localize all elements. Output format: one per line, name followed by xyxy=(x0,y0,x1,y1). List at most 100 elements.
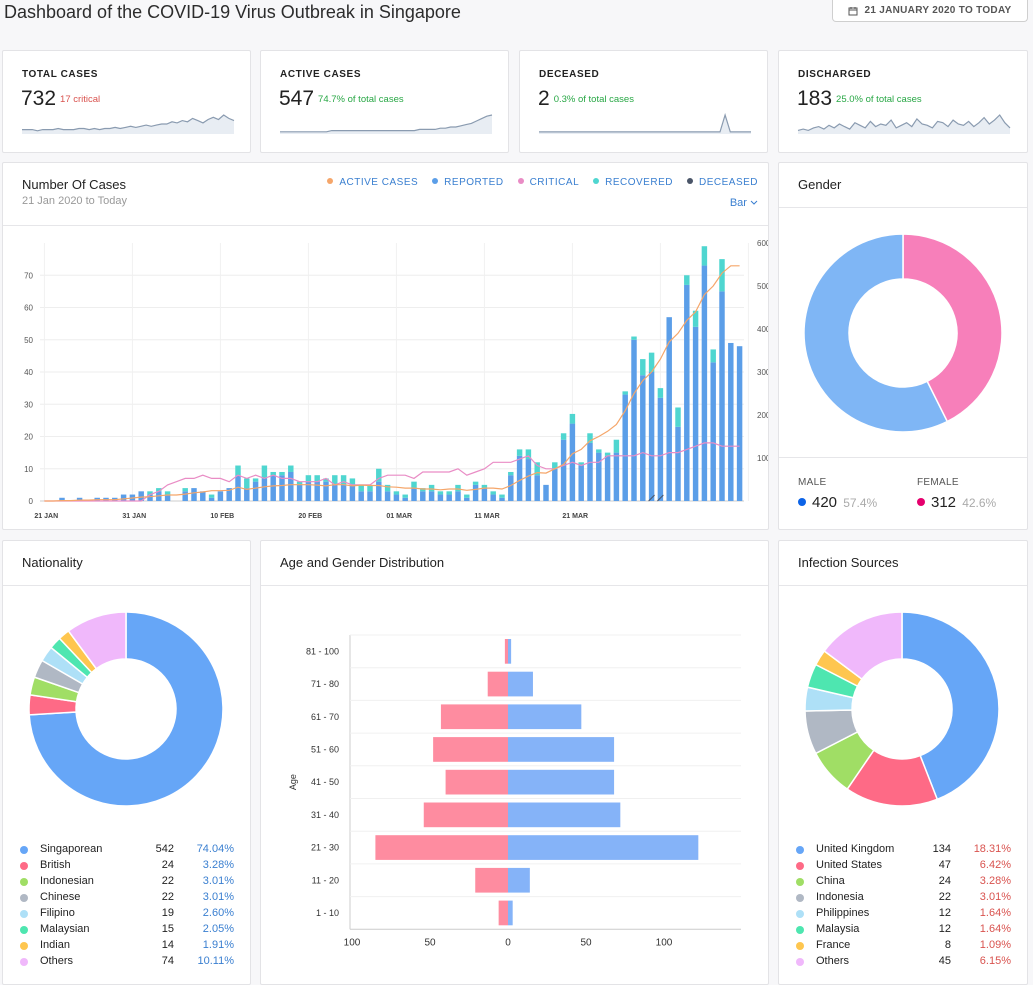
date-range-label: 21 JANUARY 2020 TO TODAY xyxy=(864,5,1012,16)
cases-card: Number Of Cases 21 Jan 2020 to Today ACT… xyxy=(2,162,769,530)
legend-label: Singaporean xyxy=(40,843,103,855)
legend-dot-icon xyxy=(796,862,804,870)
y-tick-label: 11 - 20 xyxy=(312,875,339,885)
female-bar xyxy=(475,867,508,893)
legend-count: 74 xyxy=(161,955,174,967)
reported-bar xyxy=(340,484,347,501)
legend-item[interactable]: REPORTED xyxy=(432,177,503,188)
reported-bar xyxy=(666,317,672,501)
legend-label: CRITICAL xyxy=(529,177,580,188)
legend-label: Indonesian xyxy=(40,875,94,887)
reported-bar xyxy=(701,265,708,501)
legend-count: 15 xyxy=(161,923,174,935)
recovered-bar xyxy=(437,491,444,495)
kpi-label: ACTIVE CASES xyxy=(280,69,362,80)
donut-slice xyxy=(67,611,127,670)
legend-dot-icon xyxy=(20,942,28,950)
male-bar xyxy=(508,835,699,860)
chart-type-dropdown[interactable]: Bar xyxy=(730,197,758,209)
y-tick-label: 20 xyxy=(24,433,33,442)
legend-item[interactable]: ACTIVE CASES xyxy=(327,177,418,188)
legend-dot-icon xyxy=(796,942,804,950)
reported-bar xyxy=(208,497,215,501)
legend-row: Malaysian 15 2.05% xyxy=(3,923,250,939)
recovered-bar xyxy=(340,475,347,485)
recovered-bar xyxy=(244,478,250,489)
y-tick-label: 51 - 60 xyxy=(311,744,339,754)
sparkline-line xyxy=(22,114,235,132)
reported-bar xyxy=(552,468,558,501)
reported-bar xyxy=(270,475,276,501)
reported-bar xyxy=(692,326,699,501)
x-tick-label: 0 xyxy=(505,937,511,948)
recovered-bar xyxy=(657,388,664,398)
y2-tick-label: 100 xyxy=(757,454,768,463)
reported-bar xyxy=(534,475,540,501)
reported-bar xyxy=(587,442,593,501)
reported-bar xyxy=(252,481,259,501)
legend-label: United Kingdom xyxy=(816,843,895,855)
male-bar xyxy=(508,671,533,697)
legend-dot-icon xyxy=(327,178,334,184)
legend-count: 134 xyxy=(932,843,951,855)
reported-bar xyxy=(384,491,391,501)
recovered-bar xyxy=(288,465,294,472)
legend-count: 8 xyxy=(944,939,951,951)
kpi-sparkline xyxy=(280,114,493,134)
recovered-bar xyxy=(296,481,303,485)
x-tick-label: 10 FEB xyxy=(210,513,234,520)
recovered-bar xyxy=(710,349,716,363)
legend-label: RECOVERED xyxy=(605,177,673,188)
recovered-bar xyxy=(516,449,523,456)
recovered-bar xyxy=(235,465,241,476)
legend-dot-icon xyxy=(796,910,804,918)
recovered-bar xyxy=(182,488,188,492)
reported-bar xyxy=(323,481,329,501)
male-dot-icon xyxy=(798,498,806,506)
recovered-bar xyxy=(684,275,690,285)
age-gender-title: Age and Gender Distribution xyxy=(280,555,445,570)
reported-bar xyxy=(147,494,153,501)
reported-bar xyxy=(305,481,312,501)
reported-bar xyxy=(596,452,602,501)
legend-percent: 6.15% xyxy=(979,955,1011,967)
y-tick-label: 10 xyxy=(24,465,33,474)
recovered-bar xyxy=(332,475,338,485)
legend-label: Malaysian xyxy=(40,923,90,935)
date-range-button[interactable]: 21 JANUARY 2020 TO TODAY xyxy=(832,0,1028,22)
reported-bar xyxy=(182,491,188,501)
reported-bar xyxy=(728,342,734,501)
kpi-card: DECEASED 2 0.3% of total cases xyxy=(519,50,768,153)
x-tick-label: 100 xyxy=(656,937,673,948)
female-bar xyxy=(433,737,508,762)
legend-count: 12 xyxy=(938,923,951,935)
x-tick-label: 50 xyxy=(424,937,436,948)
legend-count: 14 xyxy=(161,939,174,951)
nationality-title: Nationality xyxy=(22,555,83,570)
legend-item[interactable]: DECEASED xyxy=(686,177,758,188)
donut-slice xyxy=(803,233,949,433)
deceased-mark xyxy=(648,494,655,502)
recovered-bar xyxy=(402,494,408,498)
kpi-value: 2 0.3% of total cases xyxy=(538,87,634,111)
reported-bar xyxy=(543,484,549,501)
kpi-note: 74.7% of total cases xyxy=(318,94,404,105)
infection-title: Infection Sources xyxy=(798,555,899,570)
infection-card: Infection Sources United Kingdom 134 18.31… xyxy=(778,540,1028,985)
reported-bar xyxy=(684,284,690,501)
legend-dot-icon xyxy=(20,958,28,966)
chevron-down-icon xyxy=(750,200,758,205)
calendar-icon xyxy=(848,6,858,15)
reported-bar xyxy=(525,459,532,501)
reported-bar xyxy=(675,426,681,501)
reported-bar xyxy=(428,491,435,501)
sparkline-line xyxy=(797,114,1011,132)
female-bar xyxy=(504,639,508,664)
reported-bar xyxy=(349,484,356,501)
legend-item[interactable]: CRITICAL xyxy=(517,177,580,188)
nationality-donut-chart xyxy=(28,611,224,807)
legend-item[interactable]: RECOVERED xyxy=(593,177,673,188)
recovered-bar xyxy=(499,494,505,498)
female-bar xyxy=(498,900,508,926)
reported-bar xyxy=(472,484,479,501)
